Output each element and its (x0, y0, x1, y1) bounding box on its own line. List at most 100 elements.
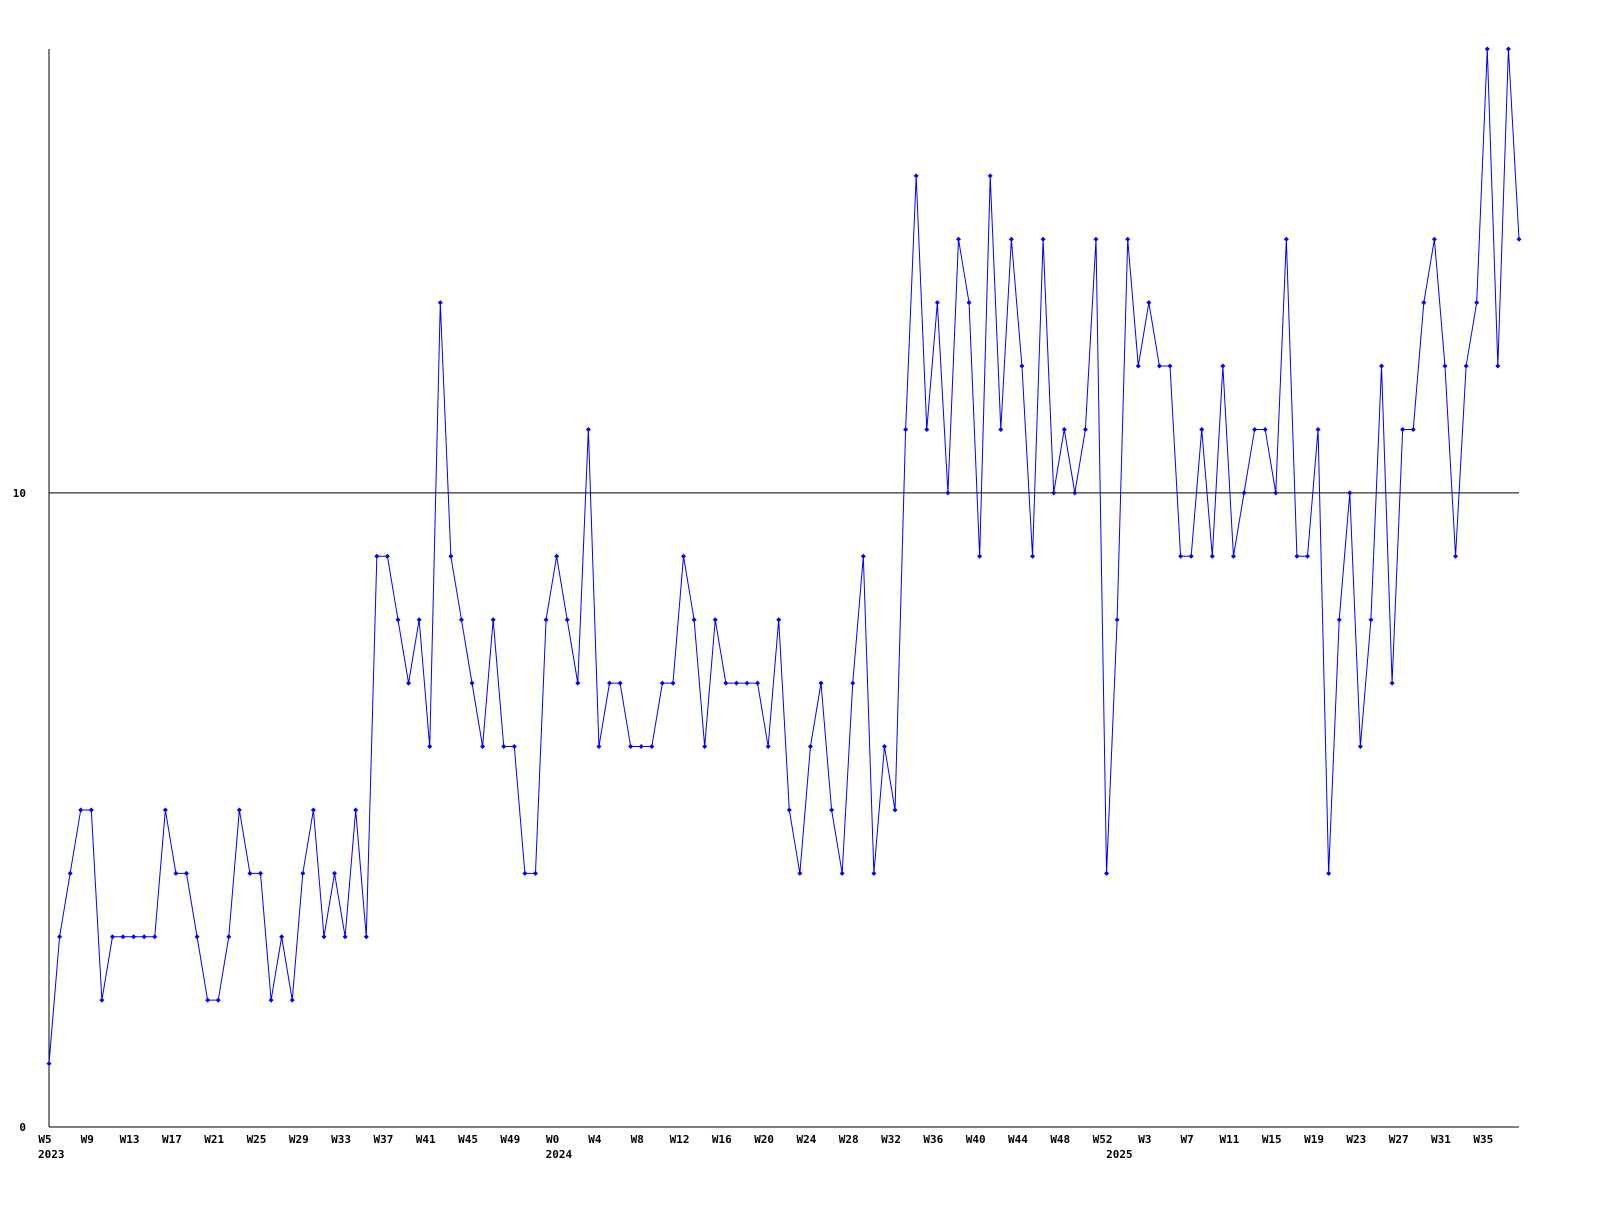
point (543, 617, 549, 623)
point (1051, 490, 1057, 496)
x-tick-label: W3 (1138, 1133, 1151, 1146)
point (310, 807, 316, 813)
point (1230, 553, 1236, 559)
point (480, 744, 486, 750)
point (226, 934, 232, 940)
point (1008, 236, 1014, 242)
point (1178, 553, 1184, 559)
point (1410, 426, 1416, 432)
x-tick-label: W45 (458, 1133, 478, 1146)
x-tick-label: W11 (1220, 1133, 1240, 1146)
x-tick-label: W0 (546, 1133, 559, 1146)
point (617, 680, 623, 686)
point (1273, 490, 1279, 496)
point (1304, 553, 1310, 559)
x-tick-label: W8 (631, 1133, 644, 1146)
point (332, 870, 338, 876)
point (67, 870, 73, 876)
point (681, 553, 687, 559)
point (78, 807, 84, 813)
point (120, 934, 126, 940)
point (776, 617, 782, 623)
point (850, 680, 856, 686)
point (1379, 363, 1385, 369)
point (1156, 363, 1162, 369)
x-tick-label: W7 (1181, 1133, 1194, 1146)
point (1368, 617, 1374, 623)
point (596, 744, 602, 750)
point (501, 744, 507, 750)
point (1199, 426, 1205, 432)
point (1209, 553, 1215, 559)
point (1188, 553, 1194, 559)
point (691, 617, 697, 623)
point (363, 934, 369, 940)
point (1019, 363, 1025, 369)
point (1030, 553, 1036, 559)
point (1125, 236, 1131, 242)
point (1252, 426, 1258, 432)
x-tick-label: W19 (1304, 1133, 1324, 1146)
point (1389, 680, 1395, 686)
point (1516, 236, 1522, 242)
point (1474, 300, 1480, 306)
point (628, 744, 634, 750)
point (934, 300, 940, 306)
point (141, 934, 147, 940)
point (1357, 744, 1363, 750)
x-group-label: 2025 (1106, 1148, 1133, 1161)
point (564, 617, 570, 623)
point (1431, 236, 1437, 242)
point (1061, 426, 1067, 432)
point (945, 490, 951, 496)
point (458, 617, 464, 623)
point (353, 807, 359, 813)
point (46, 1061, 52, 1067)
point (162, 807, 168, 813)
point (829, 807, 835, 813)
point (881, 744, 887, 750)
point (342, 934, 348, 940)
point (649, 744, 655, 750)
point (522, 870, 528, 876)
point (1040, 236, 1046, 242)
x-tick-label: W36 (923, 1133, 943, 1146)
x-tick-label: W35 (1473, 1133, 1493, 1146)
x-tick-label: W27 (1389, 1133, 1409, 1146)
point (987, 173, 993, 179)
point (173, 870, 179, 876)
x-group-label: 2024 (546, 1148, 573, 1161)
point (88, 807, 94, 813)
point (818, 680, 824, 686)
point (892, 807, 898, 813)
point (1484, 46, 1490, 52)
point (871, 870, 877, 876)
point (194, 934, 200, 940)
x-tick-label: W44 (1008, 1133, 1028, 1146)
point (1262, 426, 1268, 432)
point (607, 680, 613, 686)
point (437, 300, 443, 306)
point (744, 680, 750, 686)
point (215, 997, 221, 1003)
point (406, 680, 412, 686)
x-tick-label: W29 (289, 1133, 309, 1146)
point (99, 997, 105, 1003)
point (1463, 363, 1469, 369)
point (723, 680, 729, 686)
point (585, 426, 591, 432)
point (427, 744, 433, 750)
point (860, 553, 866, 559)
point (913, 173, 919, 179)
point (1241, 490, 1247, 496)
point (733, 680, 739, 686)
point (247, 870, 253, 876)
point (1093, 236, 1099, 242)
point (966, 300, 972, 306)
x-tick-label: W21 (204, 1133, 224, 1146)
x-tick-label: W48 (1050, 1133, 1070, 1146)
point (575, 680, 581, 686)
point (924, 426, 930, 432)
